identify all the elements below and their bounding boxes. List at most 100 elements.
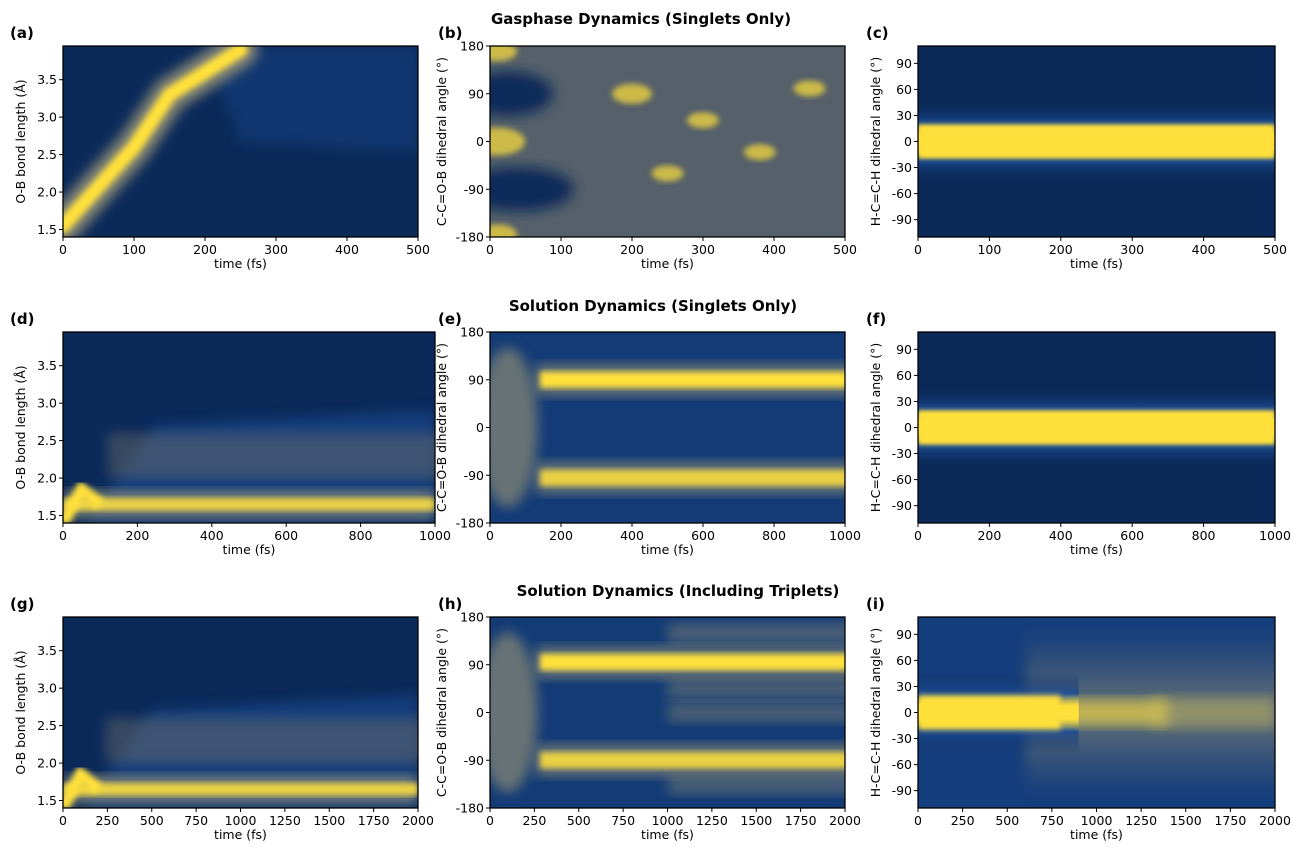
x-tick-label: 600 [274,528,298,543]
y-tick-label: 2.0 [37,471,57,486]
x-tick-label: 400 [762,242,786,257]
y-tick-label: 180 [460,610,484,625]
y-tick-label: 60 [896,653,912,668]
x-tick-label: 0 [914,528,922,543]
y-tick-label: 0 [476,705,484,720]
y-tick-label: 2.0 [37,756,57,771]
y-tick-label: 0 [904,134,912,149]
y-axis-label: H-C=C-H dihedral angle (°) [868,57,883,227]
panel-label: (a) [10,24,34,42]
x-tick-label: 250 [522,813,546,828]
panel-label: (i) [866,595,885,613]
y-axis-label: C-C=O-B dihedral angle (°) [434,343,449,512]
panel-label: (f) [866,310,886,328]
y-tick-label: 2.0 [37,185,57,200]
y-tick-label: 1.5 [37,222,57,237]
haze [490,332,845,523]
y-tick-label: -90 [892,783,912,798]
y-tick-label: 60 [896,368,912,383]
ridge-core [63,46,248,233]
y-tick-label: 90 [896,342,912,357]
y-tick-label: 180 [460,39,484,54]
y-tick-label: -90 [464,468,484,483]
y-tick-label: 3.0 [37,110,57,125]
x-tick-label: 1750 [785,813,817,828]
x-tick-label: 200 [193,242,217,257]
band-core [918,124,1275,159]
y-axis-label: H-C=C-H dihedral angle (°) [868,343,883,513]
y-axis-label: O-B bond length (Å) [13,650,28,774]
row-title-triplets: Solution Dynamics (Including Triplets) [517,582,840,600]
y-tick-label: 3.0 [37,396,57,411]
x-tick-label: 500 [406,242,430,257]
y-tick-label: 2.5 [37,147,57,162]
y-tick-label: 90 [468,86,484,101]
panel-i: 0 250 500 750 1000 1250 1500 1750 2000 -90 -60 -30 0… [866,595,1291,842]
x-axis-label: time (fs) [641,542,694,557]
y-axis-label: O-B bond length (Å) [13,79,28,203]
band-core-1 [540,469,845,486]
x-tick-label: 1500 [313,813,345,828]
axes-frame [62,45,419,238]
x-tick-label: 800 [349,528,373,543]
band-core [918,410,1275,445]
row-title-gasphase: Gasphase Dynamics (Singlets Only) [491,10,791,28]
x-tick-label: 0 [486,528,494,543]
x-axis-label: time (fs) [641,256,694,271]
x-axis-label: time (fs) [214,256,267,271]
y-tick-label: -60 [892,757,912,772]
x-axis-label: time (fs) [223,542,276,557]
x-axis-label: time (fs) [1070,542,1123,557]
y-tick-label: -30 [892,446,912,461]
y-tick-label: -60 [892,472,912,487]
x-tick-label: 400 [335,242,359,257]
y-tick-label: 90 [468,657,484,672]
heatmap-4 [490,332,845,523]
x-tick-label: 250 [951,813,975,828]
y-tick-label: 180 [460,325,484,340]
x-tick-label: 2000 [1259,813,1291,828]
x-tick-label: 300 [264,242,288,257]
x-tick-label: 1000 [225,813,257,828]
y-tick-label: 0 [904,705,912,720]
band-core [63,498,435,511]
x-tick-label: 300 [691,242,715,257]
heatmap-5 [918,332,1275,523]
x-tick-label: 800 [1192,528,1216,543]
x-tick-label: 400 [620,528,644,543]
band-core-0 [540,654,845,671]
y-tick-label: 3.5 [37,643,57,658]
y-axis-label: O-B bond length (Å) [13,365,28,489]
panel-a: 0 100 200 300 400 500 1.5 2.0 2.5 3.0 3.5 time (fs)… [10,24,430,271]
x-tick-label: 100 [549,242,573,257]
x-tick-label: 1250 [1125,813,1157,828]
y-tick-label: 3.5 [37,72,57,87]
x-axis-label: time (fs) [1070,256,1123,271]
x-tick-label: 0 [914,242,922,257]
y-tick-label: 0 [476,134,484,149]
panel-label: (d) [10,310,34,328]
y-tick-label: 3.0 [37,681,57,696]
y-tick-label: 3.5 [37,358,57,373]
x-tick-label: 200 [1049,242,1073,257]
x-tick-label: 600 [1120,528,1144,543]
band-core [63,783,418,796]
panel-g: 0 250 500 750 1000 1250 1500 1750 2000 1.5 2.0 2.5 3… [10,595,434,842]
x-tick-label: 750 [1040,813,1064,828]
y-tick-label: 60 [896,82,912,97]
y-tick-label: -30 [892,160,912,175]
heatmap-7 [490,617,845,808]
heatmap-2 [918,46,1275,237]
x-tick-label: 0 [59,813,67,828]
band-core [918,695,1061,730]
x-axis-label: time (fs) [214,827,267,842]
x-tick-label: 400 [200,528,224,543]
panel-label: (g) [10,595,34,613]
x-tick-label: 400 [1192,242,1216,257]
y-tick-label: 1.5 [37,508,57,523]
y-axis-label: C-C=O-B dihedral angle (°) [434,628,449,797]
x-tick-label: 500 [140,813,164,828]
x-tick-label: 0 [59,528,67,543]
y-tick-label: 90 [468,372,484,387]
